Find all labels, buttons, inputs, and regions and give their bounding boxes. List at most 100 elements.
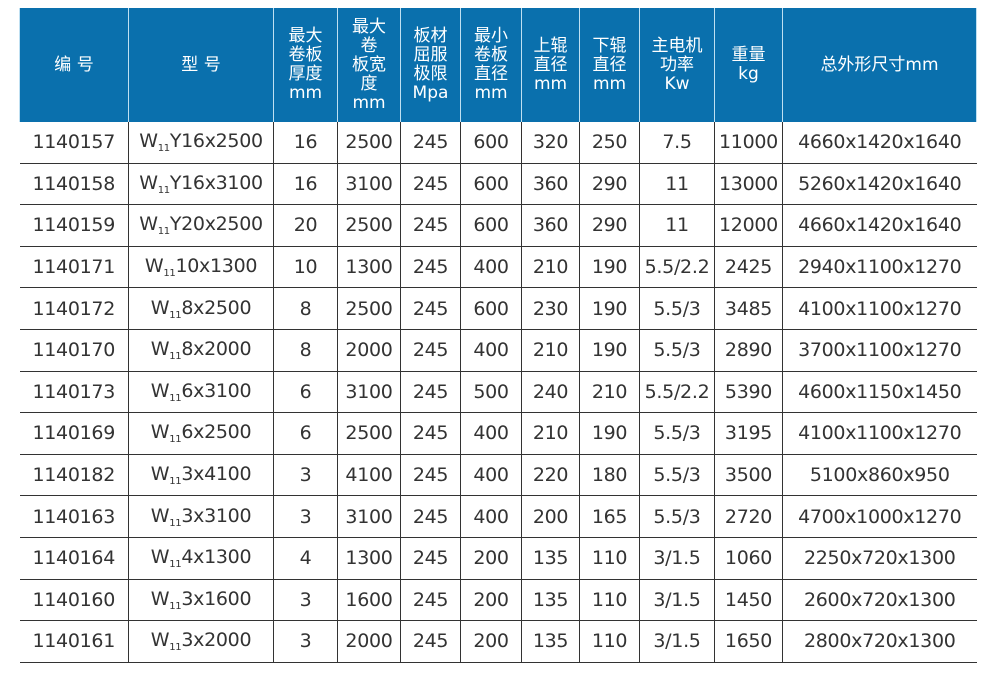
table-cell: 3485	[714, 287, 783, 330]
model-sub: 11	[157, 226, 170, 238]
model-sub: 11	[169, 600, 182, 612]
column-header: 上辊 直径 mm	[521, 8, 580, 122]
table-cell: 5.5/3	[639, 329, 715, 372]
table-cell: 245	[400, 412, 461, 455]
table-cell: 245	[400, 204, 461, 247]
table-cell: 210	[521, 329, 580, 372]
table-cell: 210	[579, 371, 640, 414]
model-sub: 11	[169, 434, 182, 446]
table-row: 1140171 W1110x1300 10 1300 245 400 210 190 5.5/2…	[19, 246, 977, 289]
table-cell: 290	[579, 163, 640, 206]
table-cell: 245	[400, 371, 461, 414]
table-cell: 4660x1420x1640	[782, 204, 977, 247]
model-sub: 11	[169, 309, 182, 321]
table-cell: 600	[460, 287, 522, 330]
table-cell: 11	[639, 163, 715, 206]
model-prefix: W	[144, 255, 164, 278]
cell-id: 1140159	[19, 204, 129, 247]
cell-model: W11Y20x2500	[128, 204, 274, 247]
table-row: 1140160 W113x1600 3 1600 245 200 135 110 3/1.5 14…	[19, 579, 977, 622]
model-rest: 6x3100	[181, 379, 252, 402]
table-cell: 500	[460, 371, 522, 414]
table-cell: 400	[460, 495, 522, 538]
table-cell: 245	[400, 246, 461, 289]
cell-id: 1140160	[19, 579, 129, 622]
table-cell: 3700x1100x1270	[782, 329, 977, 372]
model-sub: 11	[169, 392, 182, 404]
column-header: 最大 卷板 厚度 mm	[273, 8, 338, 122]
cell-id: 1140169	[19, 412, 129, 455]
cell-model: W116x3100	[128, 371, 274, 414]
table-cell: 13000	[714, 163, 783, 206]
model-prefix: W	[150, 379, 170, 402]
table-row: 1140182 W113x4100 3 4100 245 400 220 180 5.5/3 35…	[19, 454, 977, 497]
cell-id: 1140170	[19, 329, 129, 372]
table-cell: 250	[579, 122, 640, 164]
table-cell: 190	[579, 246, 640, 289]
table-cell: 400	[460, 246, 522, 289]
model-rest: 4x1300	[181, 546, 252, 569]
table-cell: 4660x1420x1640	[782, 122, 977, 164]
cell-model: W1110x1300	[128, 246, 274, 289]
cell-id: 1140171	[19, 246, 129, 289]
cell-model: W113x2000	[128, 620, 274, 663]
table-cell: 6	[273, 371, 338, 414]
table-cell: 3	[273, 620, 338, 663]
table-cell: 2800x720x1300	[782, 620, 977, 663]
column-header: 板材 屈服 极限 Mpa	[400, 8, 461, 122]
table-cell: 245	[400, 454, 461, 497]
table-cell: 3	[273, 579, 338, 622]
model-prefix: W	[139, 130, 158, 153]
table-cell: 11000	[714, 122, 783, 164]
table-row: 1140163 W113x3100 3 3100 245 400 200 165 5.5/3 27…	[19, 495, 977, 538]
table-cell: 245	[400, 537, 461, 580]
table-cell: 230	[521, 287, 580, 330]
table-cell: 20	[273, 204, 338, 247]
cell-id: 1140173	[19, 371, 129, 414]
model-prefix: W	[150, 629, 170, 652]
table-cell: 8	[273, 287, 338, 330]
table-cell: 190	[579, 329, 640, 372]
header-row: 编 号型 号最大 卷板 厚度 mm 最大 卷 板宽 度 mm 板材 屈服 极限 Mp…	[19, 8, 977, 122]
table-cell: 180	[579, 454, 640, 497]
model-sub: 11	[157, 143, 170, 155]
model-sub: 11	[169, 642, 182, 654]
table-cell: 2250x720x1300	[782, 537, 977, 580]
table-cell: 5.5/2.2	[639, 246, 715, 289]
model-rest: 8x2500	[181, 296, 252, 319]
table-cell: 200	[460, 579, 522, 622]
model-sub: 11	[157, 184, 170, 196]
table-row: 1140157 W11Y16x2500 16 2500 245 600 320 250 7.5 1…	[19, 122, 977, 164]
table-row: 1140159 W11Y20x2500 20 2500 245 600 360 290 11 12…	[19, 204, 977, 247]
table-cell: 210	[521, 246, 580, 289]
table-cell: 240	[521, 371, 580, 414]
table-cell: 4100x1100x1270	[782, 412, 977, 455]
table-cell: 400	[460, 412, 522, 455]
table-cell: 2500	[337, 412, 401, 455]
table-cell: 135	[521, 579, 580, 622]
table-cell: 400	[460, 454, 522, 497]
table-cell: 135	[521, 620, 580, 663]
table-cell: 5.5/3	[639, 454, 715, 497]
cell-id: 1140163	[19, 495, 129, 538]
table-cell: 1300	[337, 537, 401, 580]
table-cell: 8	[273, 329, 338, 372]
table-cell: 245	[400, 287, 461, 330]
table-cell: 3	[273, 454, 338, 497]
table-cell: 600	[460, 204, 522, 247]
table-cell: 4	[273, 537, 338, 580]
table-cell: 600	[460, 122, 522, 164]
table-cell: 5.5/3	[639, 287, 715, 330]
table-cell: 110	[579, 579, 640, 622]
model-rest: 3x4100	[181, 463, 252, 486]
table-cell: 16	[273, 163, 338, 206]
table-row: 1140172 W118x2500 8 2500 245 600 230 190 5.5/3 34…	[19, 287, 977, 330]
model-rest: 8x2000	[181, 338, 252, 361]
model-sub: 11	[169, 351, 182, 363]
model-rest: 3x1600	[181, 587, 252, 610]
model-rest: Y20x2500	[169, 213, 263, 236]
table-cell: 360	[521, 163, 580, 206]
model-sub: 11	[163, 268, 176, 280]
model-rest: Y16x2500	[169, 130, 263, 153]
table-cell: 5.5/2.2	[639, 371, 715, 414]
